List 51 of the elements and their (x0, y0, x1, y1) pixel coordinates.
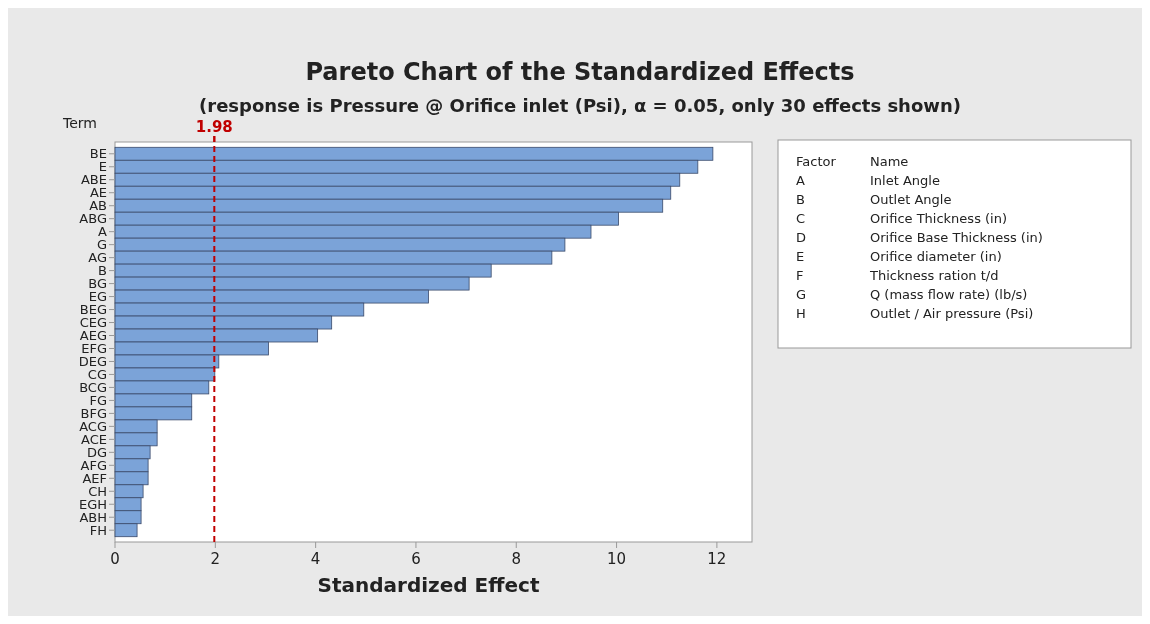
y-tick-label: DG (86, 444, 107, 460)
y-tick-label: AFG (80, 457, 107, 473)
y-axis-title: Term (62, 115, 97, 131)
y-tick-label: CEG (79, 315, 107, 331)
y-tick-label: FG (89, 392, 107, 408)
y-tick-label: CH (88, 483, 107, 499)
x-tick-label: 6 (411, 550, 421, 568)
text: F Thickness ration t/d (796, 267, 999, 283)
y-tick-label: G (96, 237, 107, 253)
y-tick-label: FH (89, 522, 107, 538)
x-axis-title: Standardized Effect (317, 573, 540, 597)
x-tick-label: 2 (210, 550, 221, 568)
chart-title: Pareto Chart of the Standardized Effects (305, 58, 855, 86)
y-tick-label: BFG (80, 405, 107, 421)
y-tick-label: EFG (81, 341, 107, 357)
x-tick-label: 12 (707, 550, 727, 568)
text: H Outlet / Air pressure (Psi) (796, 305, 1034, 321)
y-tick-label: BEG (79, 302, 107, 318)
y-tick-label: CG (87, 367, 107, 382)
x-tick-label: 0 (110, 550, 120, 568)
y-tick-label: ABE (80, 172, 107, 188)
y-tick-label: A (98, 224, 108, 240)
text: B Outlet Angle (796, 191, 952, 207)
y-tick-label: AEF (82, 470, 107, 486)
text: C Orifice Thickness (in) (796, 210, 1008, 226)
y-tick-label: ABH (79, 509, 107, 525)
y-tick-label: BCG (79, 379, 107, 395)
chart-subtitle: (response is Pressure @ Orifice inlet (Psi), α = 0.05, only 30 effects shown) (199, 95, 961, 116)
x-tick-label: 10 (607, 550, 627, 568)
y-tick-label: ACE (81, 431, 107, 447)
text: G Q (mass flow rate) (lb/s) (796, 286, 1028, 302)
y-tick-label: ABG (79, 211, 107, 227)
text: D Orifice Base Thickness (in) (796, 229, 1043, 245)
y-tick-label: EG (88, 289, 107, 305)
y-tick-label: E (98, 159, 107, 175)
x-tick-label: 4 (310, 550, 321, 568)
y-tick-label: BG (88, 276, 107, 292)
y-tick-label: B (98, 263, 107, 279)
y-tick-label: AEG (79, 328, 107, 344)
ref-line-label: 1.98 (195, 118, 233, 136)
y-tick-label: AB (89, 198, 107, 214)
y-tick-label: DEG (78, 354, 107, 370)
text: A Inlet Angle (796, 172, 940, 188)
text: E Orifice diameter (in) (796, 248, 1002, 264)
y-tick-label: BE (89, 146, 107, 162)
y-tick-label: EGH (78, 496, 107, 512)
text: Factor Name (796, 153, 909, 169)
y-tick-label: AE (89, 185, 107, 201)
x-tick-label: 8 (511, 550, 522, 568)
y-tick-label: AG (88, 250, 107, 266)
y-tick-label: ACG (79, 418, 107, 434)
